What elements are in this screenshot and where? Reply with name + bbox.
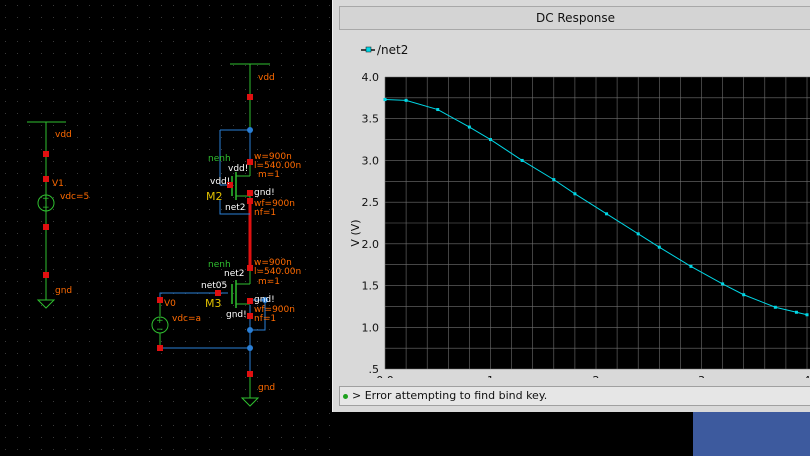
legend[interactable]: /net2: [361, 43, 408, 57]
gnd-label-left: gnd: [55, 286, 72, 296]
m2-wf-label: wf=900n: [254, 199, 295, 209]
m2-width-label: w=900n: [254, 152, 292, 162]
net2-label-m3: net2: [224, 269, 245, 279]
data-point-net2: [436, 108, 440, 112]
plot-area[interactable]: 4.03.53.02.52.01.51.0.50.01234a ()V (V)/…: [339, 32, 810, 378]
legend-marker-icon: [365, 46, 372, 53]
gnd-pin-label-m3a: gnd!: [254, 295, 275, 305]
data-point-net2: [657, 245, 661, 249]
nenh-label-m2: nenh: [208, 154, 231, 164]
y-tick-label: 2.0: [362, 238, 380, 251]
ground-bottom[interactable]: [240, 371, 260, 407]
y-tick-label: .5: [369, 363, 380, 376]
y-tick-label: 2.5: [362, 196, 380, 209]
vdd-pin-label-1: vdd!: [228, 164, 248, 174]
vdd-rail[interactable]: [230, 63, 270, 130]
transistor-m3[interactable]: [215, 265, 268, 351]
data-point-net2: [742, 293, 746, 297]
data-point-net2: [721, 282, 725, 286]
nenh-label-m3: nenh: [208, 260, 231, 270]
data-point-net2: [520, 158, 524, 162]
data-point-net2: [794, 310, 798, 314]
dc-response-window[interactable]: DC Response 4.0 3.5 3.0 2.5 2.0 1.5 1.0 .50.0 1 2…: [332, 0, 810, 412]
data-point-net2: [552, 178, 556, 182]
data-point-net2: [636, 232, 640, 236]
x-tick-label: 2: [593, 374, 600, 378]
y-tick-label: 3.5: [362, 113, 380, 126]
transistor-m2[interactable]: [227, 127, 253, 204]
gnd-pin-label-m2: gnd!: [254, 188, 275, 198]
vsource-v0[interactable]: + −: [151, 297, 169, 351]
status-bar: > Error attempting to find bind key.: [339, 386, 810, 406]
m2-multiplier-label: m=1: [258, 170, 280, 180]
status-indicator-icon: [343, 394, 348, 399]
m2-length-label: l=540.00n: [254, 161, 301, 171]
x-tick-label: 1: [487, 374, 494, 378]
vdd-label-top: vdd: [258, 73, 275, 83]
vdd-label-left: vdd: [55, 130, 72, 140]
m3-width-label: w=900n: [254, 258, 292, 268]
y-axis-label: V (V): [349, 219, 362, 246]
status-message: > Error attempting to find bind key.: [352, 389, 548, 402]
window-title-bar[interactable]: DC Response: [339, 6, 810, 30]
dc-response-chart[interactable]: 4.03.53.02.52.01.51.0.50.01234a ()V (V)/…: [339, 32, 810, 378]
data-point-net2: [467, 125, 471, 129]
data-point-net2: [805, 313, 809, 317]
window-title: DC Response: [535, 11, 616, 25]
data-point-net2: [404, 98, 408, 102]
gnd-pin-label-m3b: gnd!: [226, 310, 247, 320]
data-point-net2: [689, 264, 693, 268]
y-tick-label: 4.0: [362, 71, 380, 84]
net05-label: net05: [201, 281, 227, 291]
m2-instance-label: M2: [206, 190, 223, 203]
svg-text:−: −: [156, 325, 164, 335]
legend-label-net2: /net2: [377, 43, 408, 57]
background-window-edge[interactable]: [693, 412, 810, 456]
data-point-net2: [605, 212, 609, 216]
data-point-net2: [773, 305, 777, 309]
m3-instance-label: M3: [205, 297, 222, 310]
m3-multiplier-label: m=1: [258, 277, 280, 287]
vdd-pin-label-2: vdd!: [210, 177, 230, 187]
svg-text:+: +: [42, 194, 50, 204]
y-tick-label: 1.5: [362, 280, 380, 293]
y-tick-label: 3.0: [362, 154, 380, 167]
vdca-label: vdc=a: [172, 314, 201, 324]
x-tick-label: 4: [804, 374, 810, 378]
x-tick-label: 0.0: [376, 374, 394, 378]
data-point-net2: [573, 192, 577, 196]
svg-text:−: −: [42, 203, 50, 213]
net2-label-m2: net2: [225, 203, 246, 213]
data-point-net2: [383, 98, 387, 102]
svg-text:+: +: [156, 316, 164, 326]
v1-label: V1: [52, 179, 64, 189]
vsource-v1[interactable]: + −: [27, 121, 66, 309]
gnd-label-bottom: gnd: [258, 383, 275, 393]
m3-wf-label: wf=900n: [254, 305, 295, 315]
vdc5-label: vdc=5: [60, 192, 89, 202]
m3-nf-label: nf=1: [254, 314, 276, 324]
y-tick-label: 1.0: [362, 321, 380, 334]
x-tick-label: 3: [698, 374, 705, 378]
data-point-net2: [489, 138, 492, 142]
m2-nf-label: nf=1: [254, 208, 276, 218]
background-strip: [332, 412, 693, 456]
v0-label: V0: [164, 299, 176, 309]
m3-length-label: l=540.00n: [254, 267, 301, 277]
